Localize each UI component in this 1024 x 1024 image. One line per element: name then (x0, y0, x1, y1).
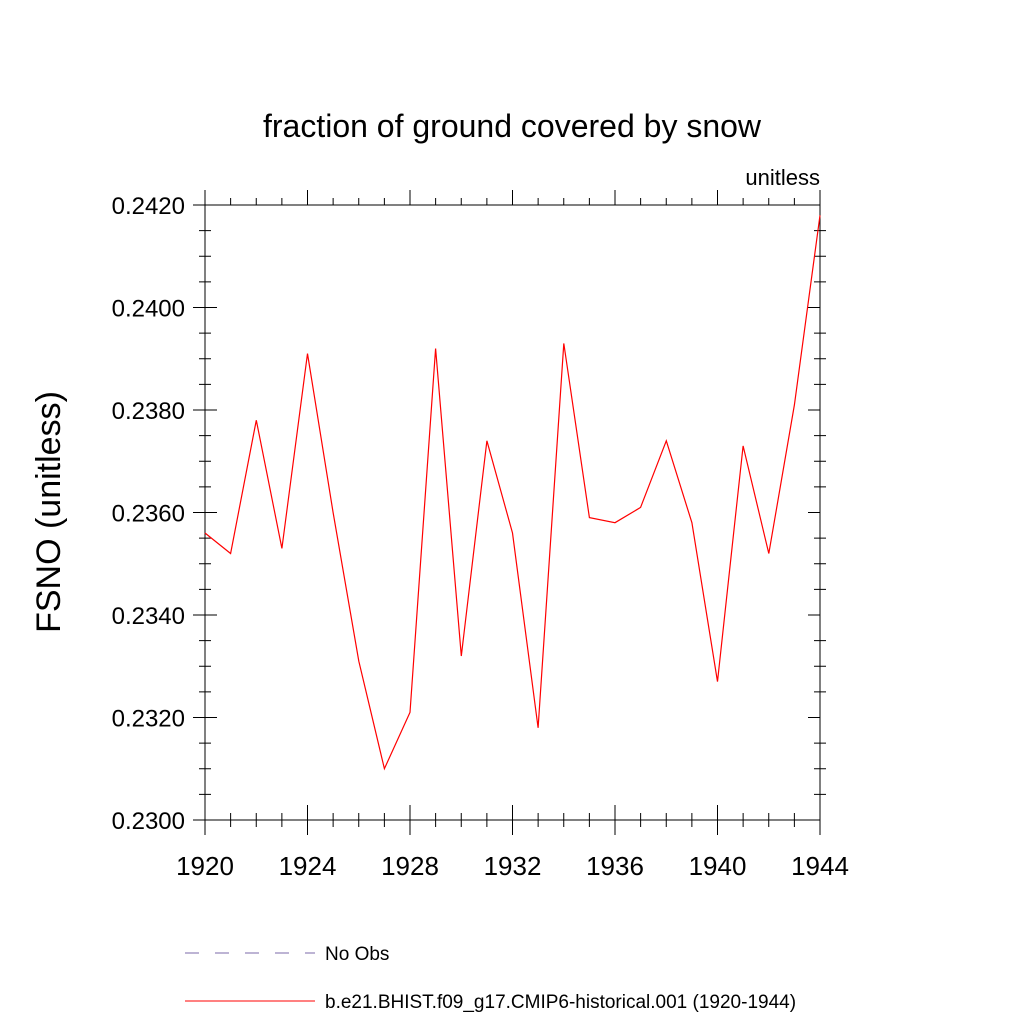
x-tick-label: 1940 (689, 851, 747, 881)
legend-label-historical: b.e21.BHIST.f09_g17.CMIP6-historical.001… (325, 992, 796, 1013)
y-tick-label: 0.2340 (112, 603, 185, 630)
legend: No Obs b.e21.BHIST.f09_g17.CMIP6-histori… (185, 944, 796, 1013)
y-tick-label: 0.2360 (112, 501, 185, 528)
y-tick-label: 0.2380 (112, 398, 185, 425)
x-axis: 1920 1924 1928 1932 1936 1940 1944 (176, 190, 849, 881)
y-tick-label: 0.2420 (112, 193, 185, 220)
y-tick-label: 0.2300 (112, 808, 185, 835)
x-tick-label: 1928 (381, 851, 439, 881)
chart-title: fraction of ground covered by snow (263, 108, 762, 144)
y-tick-label: 0.2400 (112, 296, 185, 323)
x-tick-label: 1924 (279, 851, 337, 881)
plot-frame (204, 204, 821, 821)
series-layer (204, 215, 821, 771)
y-tick-label: 0.2320 (112, 706, 185, 733)
units-label: unitless (745, 165, 820, 190)
x-tick-label: 1932 (484, 851, 542, 881)
x-tick-label: 1936 (586, 851, 644, 881)
y-axis-label: FSNO (unitless) (30, 391, 68, 633)
x-tick-label: 1944 (791, 851, 849, 881)
x-tick-label: 1920 (176, 851, 234, 881)
series-line-historical (204, 215, 821, 771)
y-axis: 0.2300 0.2320 0.2340 0.2360 0.2380 0.2400 0.24… (112, 193, 826, 835)
legend-label-no-obs: No Obs (325, 944, 389, 965)
